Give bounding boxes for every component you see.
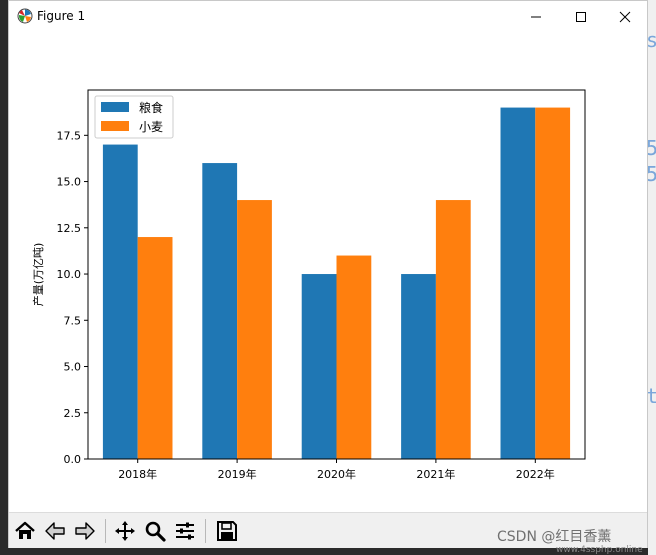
bar-小麦-2018年	[137, 237, 173, 459]
back-icon	[45, 522, 65, 540]
watermark-url: www.4ssphp.online	[556, 545, 643, 555]
legend-label: 小麦	[139, 120, 163, 134]
bar-粮食-2018年	[102, 144, 138, 459]
y-tick-label: 17.5	[57, 129, 82, 142]
bar-粮食-2021年	[401, 274, 436, 459]
save-icon	[217, 521, 237, 541]
home-button[interactable]	[11, 517, 39, 545]
bar-小麦-2019年	[237, 200, 272, 460]
window-title: Figure 1	[37, 9, 86, 23]
maximize-icon	[576, 11, 586, 22]
x-tick-label: 2021年	[416, 467, 455, 481]
background-glyph: 5	[646, 162, 656, 186]
home-icon	[15, 521, 35, 539]
y-tick-label: 2.5	[64, 407, 82, 420]
background-glyph: t	[646, 384, 656, 408]
bar-粮食-2022年	[500, 107, 536, 460]
background-glyph: 5	[646, 136, 656, 160]
zoom-button[interactable]	[141, 517, 169, 545]
y-tick-label: 7.5	[64, 314, 82, 327]
navigation-toolbar	[9, 512, 647, 548]
forward-button[interactable]	[71, 517, 99, 545]
close-icon	[619, 11, 631, 22]
x-tick-label: 2019年	[218, 467, 257, 481]
pan-icon	[115, 521, 135, 541]
figure-window: Figure 1 0.0 2.5 5.0 7.5 10.0 12.5 15.0 17.5 201…	[8, 0, 648, 548]
pan-button[interactable]	[111, 517, 139, 545]
maximize-button[interactable]	[558, 1, 604, 32]
legend-swatch-粮食	[101, 102, 129, 112]
y-tick-label: 0.0	[64, 453, 82, 466]
legend-label: 粮食	[139, 100, 163, 115]
watermark: CSDN @红目香薰	[497, 529, 612, 545]
forward-icon	[75, 522, 95, 540]
minimize-icon	[531, 16, 541, 17]
y-tick-label: 12.5	[57, 222, 82, 235]
y-axis-label: 产量(万亿吨)	[31, 243, 45, 307]
toolbar-separator	[105, 519, 106, 543]
x-tick-label: 2022年	[516, 467, 555, 481]
background-glyph: s	[646, 28, 656, 52]
y-tick-label: 10.0	[57, 268, 82, 281]
close-button[interactable]	[602, 1, 648, 32]
legend-swatch-小麦	[101, 121, 129, 131]
configure-subplots-button[interactable]	[171, 517, 199, 545]
toolbar-separator	[205, 519, 206, 543]
bar-粮食-2019年	[202, 163, 238, 459]
bar-小麦-2022年	[535, 107, 571, 460]
x-tick-label: 2018年	[118, 467, 157, 481]
zoom-icon	[145, 521, 166, 542]
matplotlib-logo-icon	[17, 8, 33, 24]
x-tick-label: 2020年	[317, 467, 356, 481]
minimize-button[interactable]	[513, 1, 559, 32]
bar-chart[interactable]: 0.0 2.5 5.0 7.5 10.0 12.5 15.0 17.5 2018年 2019年 20…	[9, 32, 647, 512]
title-bar[interactable]: Figure 1	[9, 1, 647, 32]
y-tick-label: 15.0	[57, 176, 82, 189]
save-button[interactable]	[213, 517, 241, 545]
bar-粮食-2020年	[301, 274, 337, 459]
bar-小麦-2021年	[435, 200, 471, 460]
background-editor-strip	[648, 0, 656, 555]
back-button[interactable]	[41, 517, 69, 545]
bar-小麦-2020年	[336, 255, 372, 459]
configure-icon	[176, 522, 194, 540]
y-tick-label: 5.0	[64, 361, 82, 374]
